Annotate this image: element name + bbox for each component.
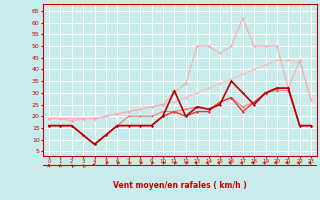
Text: Vent moyen/en rafales ( km/h ): Vent moyen/en rafales ( km/h ) [113,182,247,190]
